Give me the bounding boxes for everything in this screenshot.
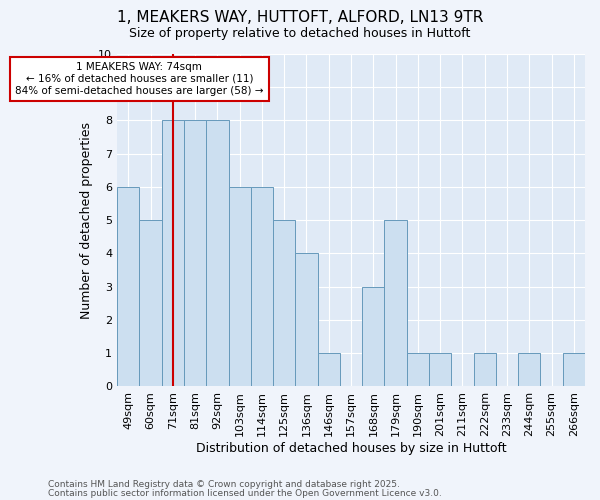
Text: 1, MEAKERS WAY, HUTTOFT, ALFORD, LN13 9TR: 1, MEAKERS WAY, HUTTOFT, ALFORD, LN13 9T…: [117, 10, 483, 25]
Bar: [117, 187, 139, 386]
Bar: [317, 353, 340, 386]
Bar: [229, 187, 251, 386]
Bar: [518, 353, 541, 386]
Bar: [429, 353, 451, 386]
Bar: [407, 353, 429, 386]
Bar: [251, 187, 273, 386]
Bar: [295, 254, 317, 386]
X-axis label: Distribution of detached houses by size in Huttoft: Distribution of detached houses by size …: [196, 442, 506, 455]
Text: 1 MEAKERS WAY: 74sqm
← 16% of detached houses are smaller (11)
84% of semi-detac: 1 MEAKERS WAY: 74sqm ← 16% of detached h…: [15, 62, 263, 96]
Bar: [273, 220, 295, 386]
Bar: [473, 353, 496, 386]
Bar: [139, 220, 161, 386]
Text: Contains public sector information licensed under the Open Government Licence v3: Contains public sector information licen…: [48, 488, 442, 498]
Y-axis label: Number of detached properties: Number of detached properties: [80, 122, 92, 318]
Bar: [161, 120, 184, 386]
Bar: [563, 353, 585, 386]
Bar: [362, 286, 385, 386]
Text: Contains HM Land Registry data © Crown copyright and database right 2025.: Contains HM Land Registry data © Crown c…: [48, 480, 400, 489]
Bar: [184, 120, 206, 386]
Bar: [206, 120, 229, 386]
Bar: [385, 220, 407, 386]
Text: Size of property relative to detached houses in Huttoft: Size of property relative to detached ho…: [130, 28, 470, 40]
